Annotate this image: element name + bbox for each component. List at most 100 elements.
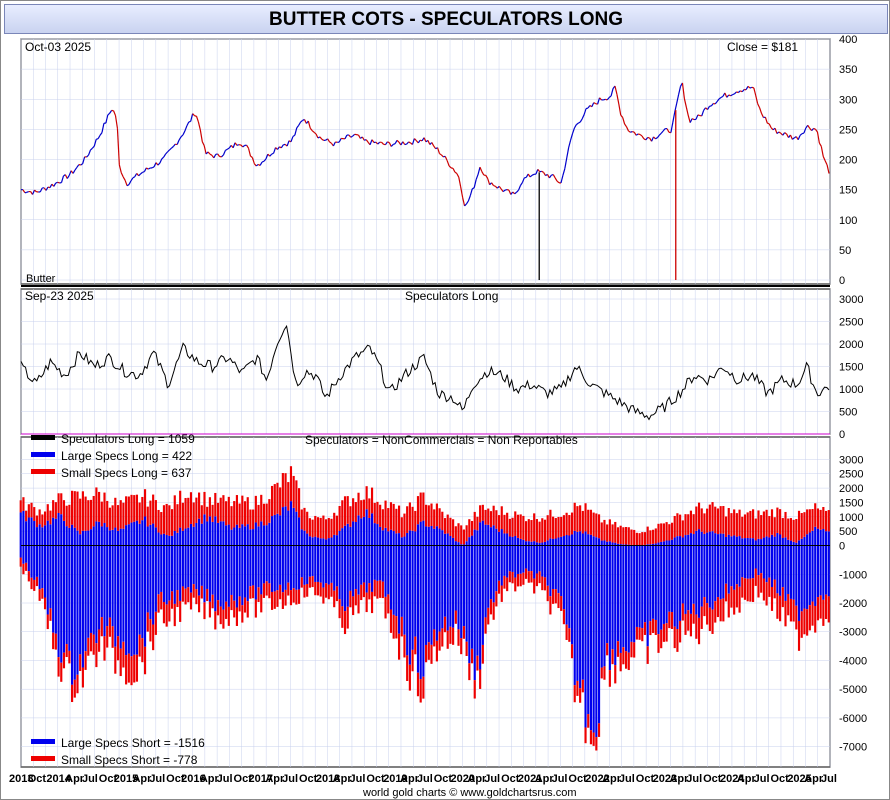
small-long-bar bbox=[706, 508, 709, 533]
large-long-bar bbox=[573, 530, 576, 546]
price-segment bbox=[573, 124, 577, 129]
price-segment bbox=[269, 153, 273, 157]
large-long-bar bbox=[208, 516, 211, 546]
large-short-bar bbox=[25, 545, 28, 563]
price-segment bbox=[157, 162, 161, 166]
price-segment bbox=[562, 168, 566, 176]
price-segment bbox=[535, 169, 539, 175]
large-long-bar bbox=[695, 530, 698, 546]
price-segment bbox=[348, 134, 352, 138]
large-long-bar bbox=[314, 536, 317, 546]
small-short-bar bbox=[38, 589, 41, 601]
large-long-bar bbox=[800, 538, 803, 546]
large-long-bar bbox=[189, 523, 193, 546]
large-long-bar bbox=[30, 517, 33, 546]
small-short-bar bbox=[114, 646, 117, 674]
large-long-bar bbox=[292, 507, 295, 546]
price-segment bbox=[225, 148, 228, 151]
large-short-bar bbox=[146, 545, 149, 613]
small-long-bar bbox=[500, 506, 503, 530]
large-short-bar bbox=[765, 545, 768, 583]
price-segment bbox=[685, 106, 689, 116]
small-long-bar bbox=[752, 509, 755, 539]
large-short-bar bbox=[76, 545, 79, 675]
small-short-bar bbox=[495, 591, 498, 607]
small-short-bar bbox=[576, 680, 579, 696]
small-long-bar bbox=[568, 515, 571, 536]
large-long-bar bbox=[435, 526, 438, 546]
large-long-bar bbox=[338, 531, 341, 546]
large-short-bar bbox=[52, 545, 55, 633]
legend-top-label: Large Specs Long = 422 bbox=[61, 449, 192, 463]
large-long-bar bbox=[333, 534, 336, 546]
price-segment bbox=[396, 139, 400, 143]
large-long-bar bbox=[673, 537, 676, 546]
small-short-bar bbox=[281, 592, 284, 609]
large-short-bar bbox=[400, 545, 403, 617]
specs-tick-label: 500 bbox=[839, 407, 857, 419]
x-tick-label: Oct bbox=[99, 773, 118, 785]
small-short-bar bbox=[587, 714, 590, 728]
small-short-bar bbox=[176, 590, 179, 608]
small-short-bar bbox=[168, 600, 171, 622]
price-segment bbox=[130, 177, 134, 182]
small-long-bar bbox=[641, 532, 644, 546]
large-long-bar bbox=[133, 521, 136, 546]
large-long-bar bbox=[662, 541, 665, 546]
small-long-bar bbox=[425, 504, 428, 527]
small-long-bar bbox=[289, 466, 293, 502]
small-short-bar bbox=[522, 572, 525, 585]
small-long-bar bbox=[784, 511, 787, 538]
small-long-bar bbox=[762, 511, 765, 538]
large-short-bar bbox=[268, 545, 271, 584]
large-short-bar bbox=[768, 545, 771, 578]
small-long-bar bbox=[760, 515, 763, 540]
small-long-bar bbox=[584, 503, 587, 532]
small-short-bar bbox=[773, 579, 776, 599]
small-short-bar bbox=[62, 652, 66, 669]
large-long-bar bbox=[46, 520, 49, 546]
price-segment bbox=[695, 114, 699, 120]
small-long-bar bbox=[684, 514, 687, 536]
small-long-bar bbox=[322, 515, 325, 539]
large-short-bar bbox=[422, 545, 425, 677]
small-short-bar bbox=[414, 636, 417, 655]
large-long-bar bbox=[484, 524, 487, 546]
price-segment bbox=[68, 170, 72, 176]
large-short-bar bbox=[741, 545, 744, 578]
small-long-bar bbox=[203, 491, 206, 515]
large-long-bar bbox=[730, 536, 733, 546]
price-segment bbox=[82, 156, 86, 164]
large-long-bar bbox=[519, 538, 522, 546]
small-short-bar bbox=[322, 587, 325, 604]
large-short-bar bbox=[46, 545, 49, 615]
large-short-bar bbox=[641, 545, 644, 629]
large-short-bar bbox=[22, 545, 25, 564]
small-long-bar bbox=[352, 498, 355, 522]
large-long-bar bbox=[735, 536, 738, 546]
price-segment bbox=[514, 191, 517, 195]
small-long-bar bbox=[360, 500, 363, 519]
large-short-bar bbox=[297, 545, 301, 590]
small-long-bar bbox=[697, 502, 701, 530]
large-long-bar bbox=[681, 537, 684, 546]
small-long-bar bbox=[211, 504, 214, 522]
price-segment bbox=[479, 166, 483, 172]
price-segment bbox=[462, 197, 466, 207]
large-short-bar bbox=[406, 545, 409, 656]
large-short-bar bbox=[81, 545, 84, 668]
large-long-bar bbox=[597, 538, 601, 546]
large-short-bar bbox=[168, 545, 171, 601]
price-segment bbox=[151, 166, 155, 169]
small-long-bar bbox=[260, 494, 263, 522]
price-segment bbox=[635, 133, 639, 136]
small-long-bar bbox=[516, 514, 520, 538]
small-long-bar bbox=[254, 495, 257, 523]
small-short-bar bbox=[143, 646, 147, 675]
small-short-bar bbox=[506, 577, 509, 592]
small-long-bar bbox=[125, 496, 128, 526]
price-segment bbox=[448, 165, 452, 169]
small-short-bar bbox=[784, 600, 787, 627]
x-tick-label: Apr bbox=[65, 773, 85, 785]
price-segment bbox=[689, 118, 693, 123]
